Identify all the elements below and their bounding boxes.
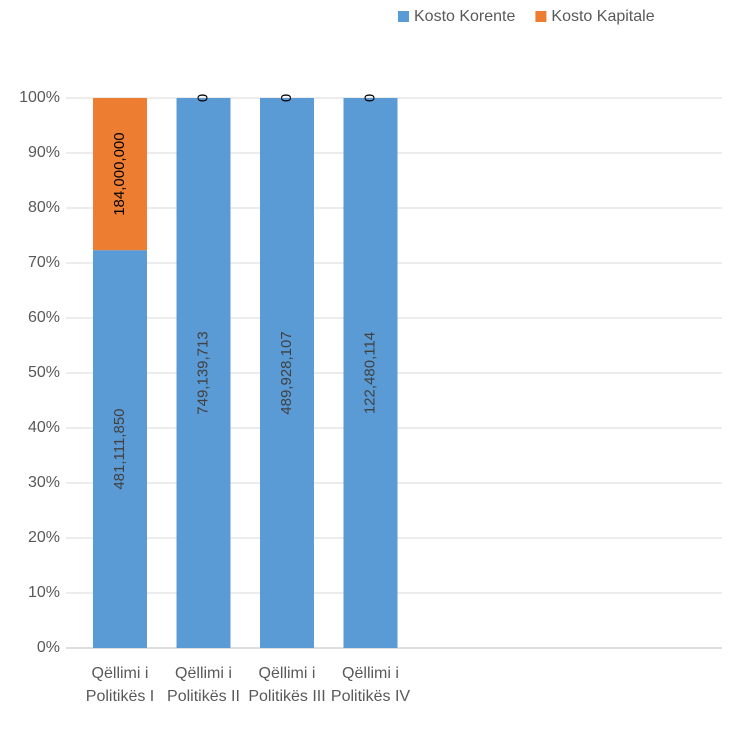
bar-segment: [93, 250, 147, 649]
bar-segment: [343, 98, 398, 648]
value-label: 0: [361, 94, 378, 102]
bar-segment: [260, 98, 314, 648]
value-label: 0: [194, 94, 211, 102]
value-label: 122,480,114: [361, 332, 378, 414]
bar-segment: [93, 98, 147, 251]
y-tick-label: 70%: [28, 254, 60, 271]
y-tick-label: 100%: [19, 89, 60, 106]
value-label: 481,111,850: [111, 408, 128, 489]
value-label: 0: [278, 94, 295, 102]
y-tick-label: 90%: [28, 144, 60, 161]
legend-label: Kosto Korente: [414, 8, 516, 25]
y-tick-label: 0%: [37, 639, 60, 656]
y-tick-label: 10%: [28, 584, 60, 601]
y-tick-label: 40%: [28, 419, 60, 436]
y-tick-label: 80%: [28, 199, 60, 216]
legend-swatch: [535, 11, 547, 22]
x-tick-label: Qëllimi i Politikës III: [248, 665, 326, 705]
bar-segment: [176, 98, 231, 648]
x-tick-label: Qëllimi i Politikës I: [85, 665, 155, 705]
legend-swatch: [398, 11, 409, 22]
y-tick-label: 60%: [28, 309, 60, 326]
y-tick-label: 30%: [28, 474, 60, 491]
value-label: 184,000,000: [111, 132, 128, 215]
x-tick-label: Qëllimi i Politikës II: [167, 665, 240, 705]
y-tick-label: 50%: [28, 364, 60, 381]
x-tick-label: Qëllimi i Politikës IV: [330, 665, 411, 705]
y-tick-label: 20%: [28, 529, 60, 546]
value-label: 489,928,107: [278, 331, 295, 414]
legend-label: Kosto Kapitale: [551, 8, 654, 25]
value-label: 749,139,713: [194, 331, 211, 414]
